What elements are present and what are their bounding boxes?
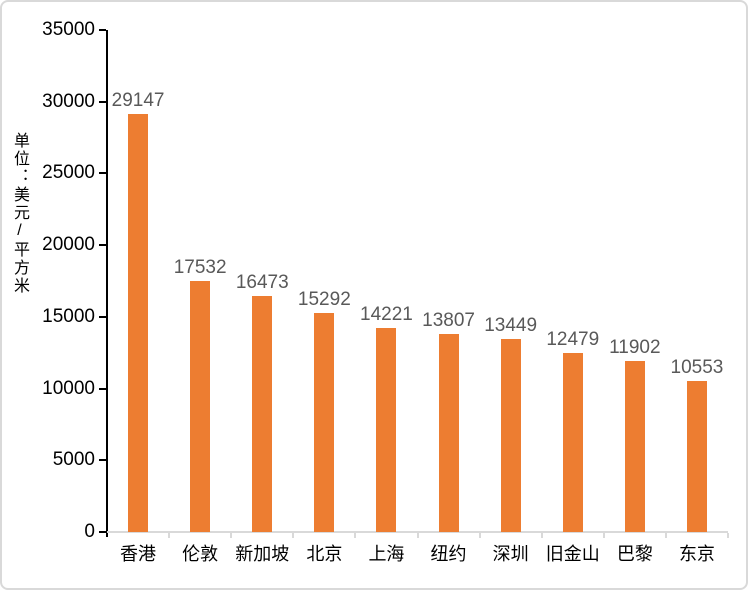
bar xyxy=(252,295,273,532)
y-tick-label: 15000 xyxy=(42,305,95,327)
bar-value-label: 14221 xyxy=(360,304,413,326)
bar xyxy=(128,113,149,532)
y-tick-label: 25000 xyxy=(42,162,95,184)
bar-value-label: 13449 xyxy=(484,315,538,337)
bar-value-label: 15292 xyxy=(297,288,351,310)
x-category-label: 纽约 xyxy=(430,544,467,564)
y-axis-line xyxy=(106,30,108,537)
x-category-label: 上海 xyxy=(368,544,405,564)
bar-value-label: 17532 xyxy=(173,256,227,278)
x-category-label: 北京 xyxy=(306,544,343,564)
x-category-label: 旧金山 xyxy=(545,544,600,564)
bar xyxy=(376,328,397,532)
y-tick-mark xyxy=(99,29,106,31)
x-category-label: 伦敦 xyxy=(182,544,219,564)
y-tick-mark xyxy=(99,172,106,175)
y-tick-label: 30000 xyxy=(42,90,95,112)
x-tick-mark xyxy=(292,533,295,538)
y-tick-label: 5000 xyxy=(52,449,95,471)
bar xyxy=(190,280,211,532)
bar-value-label: 29147 xyxy=(111,89,165,111)
bar xyxy=(624,361,645,532)
x-tick-mark xyxy=(540,533,543,538)
x-category-label: 深圳 xyxy=(492,544,529,564)
x-category-label: 香港 xyxy=(120,544,157,564)
bar xyxy=(562,353,583,532)
x-tick-mark xyxy=(168,533,171,538)
x-axis-line xyxy=(107,531,728,533)
x-tick-mark xyxy=(664,533,667,538)
x-category-label: 巴黎 xyxy=(616,544,653,564)
bar-value-label: 13807 xyxy=(422,309,475,331)
y-tick-mark xyxy=(99,100,106,103)
bar-value-label: 11902 xyxy=(609,337,661,359)
bar-value-label: 16473 xyxy=(235,271,289,293)
bar xyxy=(686,380,707,532)
y-tick-label: 20000 xyxy=(42,234,95,256)
y-tick-mark xyxy=(99,244,106,247)
y-axis-unit-label: 单位：美元/平方米 xyxy=(11,132,28,295)
y-tick-label: 10000 xyxy=(42,377,95,399)
bar-value-label: 12479 xyxy=(546,329,600,350)
x-tick-mark xyxy=(478,533,481,538)
y-tick-mark xyxy=(99,459,106,462)
y-tick-mark xyxy=(99,387,106,390)
x-tick-mark xyxy=(727,533,729,538)
bar xyxy=(500,339,521,532)
x-category-label: 东京 xyxy=(678,544,715,564)
y-tick-mark xyxy=(99,315,106,318)
x-tick-mark xyxy=(354,533,357,538)
bar xyxy=(438,333,459,532)
x-tick-mark xyxy=(230,533,233,538)
x-category-label: 新加坡 xyxy=(235,544,290,564)
y-tick-label: 0 xyxy=(84,521,95,542)
bar-value-label: 10553 xyxy=(670,356,724,378)
x-tick-mark xyxy=(416,533,419,538)
bar xyxy=(314,312,335,532)
y-tick-label: 35000 xyxy=(42,19,95,40)
y-tick-mark xyxy=(99,531,106,533)
x-tick-mark xyxy=(602,533,605,538)
